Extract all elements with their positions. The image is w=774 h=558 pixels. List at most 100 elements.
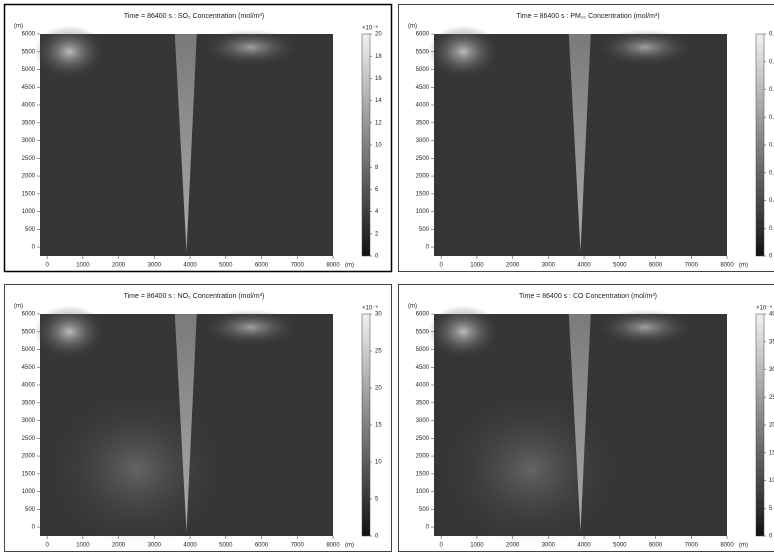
colorbar-label: ×10⁻⁹ (362, 305, 378, 312)
x-tick-label: 2000 (506, 543, 520, 549)
y-tick-label: 2000 (416, 454, 430, 460)
colorbar-tick-label: 20 (375, 32, 382, 38)
colorbar-tick-label: 40 (769, 312, 774, 318)
x-tick-label: 5000 (613, 263, 627, 269)
x-axis-label: (m) (345, 263, 354, 269)
y-tick-label: 1500 (22, 191, 36, 197)
y-tick-label: 4500 (416, 365, 430, 371)
colorbar-tick-label: 35 (769, 339, 774, 345)
y-tick-label: 5000 (22, 347, 36, 353)
colorbar-tick-label: 20 (769, 423, 774, 429)
cloud-left (428, 25, 498, 78)
colorbar (756, 314, 764, 536)
x-tick-label: 3000 (148, 263, 162, 269)
cloud-right (598, 310, 692, 346)
colorbar-tick-label: 16 (375, 76, 382, 82)
x-tick-label: 7000 (291, 543, 305, 549)
y-tick-label: 4500 (22, 365, 36, 371)
x-tick-label: 4000 (183, 543, 197, 549)
chart-title: Time = 86400 s : CO Concentration (mol/m… (519, 293, 657, 300)
cloud-left (428, 305, 498, 358)
y-axis-label: (m) (408, 304, 417, 310)
y-tick-label: 2000 (22, 454, 36, 460)
y-tick-label: 5500 (416, 329, 430, 335)
y-tick-label: 3000 (22, 138, 36, 144)
y-axis-label: (m) (408, 24, 417, 30)
x-tick-label: 8000 (720, 263, 734, 269)
y-tick-label: 3500 (22, 400, 36, 406)
colorbar-tick-label: 0.0 (769, 115, 774, 121)
y-tick-label: 2500 (416, 436, 430, 442)
colorbar-tick-label: 0.0 (769, 87, 774, 93)
x-tick-label: 4000 (577, 543, 591, 549)
colorbar-label: ×10⁻⁹ (362, 25, 378, 32)
y-tick-label: 6000 (22, 32, 36, 38)
figure: Time = 86400 s : SO₂ Concentration (mol/… (0, 0, 774, 558)
chart-title: Time = 86400 s : NO₂ Concentration (mol/… (124, 293, 265, 300)
y-tick-label: 3500 (416, 400, 430, 406)
x-axis-label: (m) (739, 263, 748, 269)
y-tick-label: 1500 (416, 191, 430, 197)
x-tick-label: 4000 (183, 263, 197, 269)
colorbar (362, 34, 370, 256)
y-tick-label: 500 (25, 507, 36, 513)
x-tick-label: 3000 (148, 543, 162, 549)
y-tick-label: 2500 (22, 436, 36, 442)
cloud-right (598, 30, 692, 66)
y-tick-label: 5500 (416, 49, 430, 55)
y-axis-label: (m) (14, 304, 23, 310)
y-tick-label: 4000 (22, 383, 36, 389)
y-tick-label: 5500 (22, 329, 36, 335)
colorbar-tick-label: 12 (375, 120, 382, 126)
plume-wake (49, 392, 225, 547)
x-axis-label: (m) (739, 543, 748, 549)
x-tick-label: 5000 (219, 543, 233, 549)
y-tick-label: 3500 (22, 120, 36, 126)
x-tick-label: 6000 (649, 543, 663, 549)
x-tick-label: 5000 (613, 543, 627, 549)
plume-wake (443, 392, 619, 547)
x-tick-label: 7000 (685, 263, 699, 269)
cloud-right (204, 310, 298, 346)
x-tick-label: 3000 (542, 263, 556, 269)
y-tick-label: 2000 (416, 174, 430, 180)
y-tick-label: 3000 (416, 138, 430, 144)
y-tick-label: 1000 (22, 489, 36, 495)
y-tick-label: 1000 (416, 209, 430, 215)
colorbar-tick-label: 15 (375, 423, 382, 429)
x-tick-label: 1000 (76, 263, 90, 269)
y-tick-label: 6000 (22, 312, 36, 318)
x-tick-label: 6000 (649, 263, 663, 269)
y-tick-label: 5000 (416, 67, 430, 73)
cloud-right (204, 30, 298, 66)
panel: Time = 86400 s : PM₁₀ Concentration (mol… (399, 5, 774, 272)
x-tick-label: 2000 (112, 543, 126, 549)
x-tick-label: 7000 (291, 263, 305, 269)
y-tick-label: 3000 (416, 418, 430, 424)
colorbar-tick-label: 30 (769, 367, 774, 373)
x-tick-label: 8000 (720, 543, 734, 549)
x-tick-label: 5000 (219, 263, 233, 269)
colorbar-tick-label: 0.0 (769, 198, 774, 204)
colorbar-tick-label: 20 (375, 386, 382, 392)
x-tick-label: 2000 (112, 263, 126, 269)
panel: Time = 86400 s : SO₂ Concentration (mol/… (5, 5, 392, 272)
x-tick-label: 3000 (542, 543, 556, 549)
y-tick-label: 2000 (22, 174, 36, 180)
colorbar-tick-label: 0.0 (769, 59, 774, 65)
colorbar (756, 34, 764, 256)
y-tick-label: 1500 (22, 471, 36, 477)
y-tick-label: 4000 (416, 103, 430, 109)
x-tick-label: 7000 (685, 543, 699, 549)
colorbar-tick-label: 18 (375, 54, 382, 60)
y-tick-label: 500 (419, 507, 430, 513)
x-tick-label: 4000 (577, 263, 591, 269)
x-tick-label: 2000 (506, 263, 520, 269)
y-tick-label: 4000 (22, 103, 36, 109)
colorbar-tick-label: 30 (375, 312, 382, 318)
y-tick-label: 2500 (22, 156, 36, 162)
x-axis-label: (m) (345, 543, 354, 549)
colorbar-tick-label: 14 (375, 98, 382, 104)
y-tick-label: 4500 (22, 85, 36, 91)
x-tick-label: 1000 (76, 543, 90, 549)
